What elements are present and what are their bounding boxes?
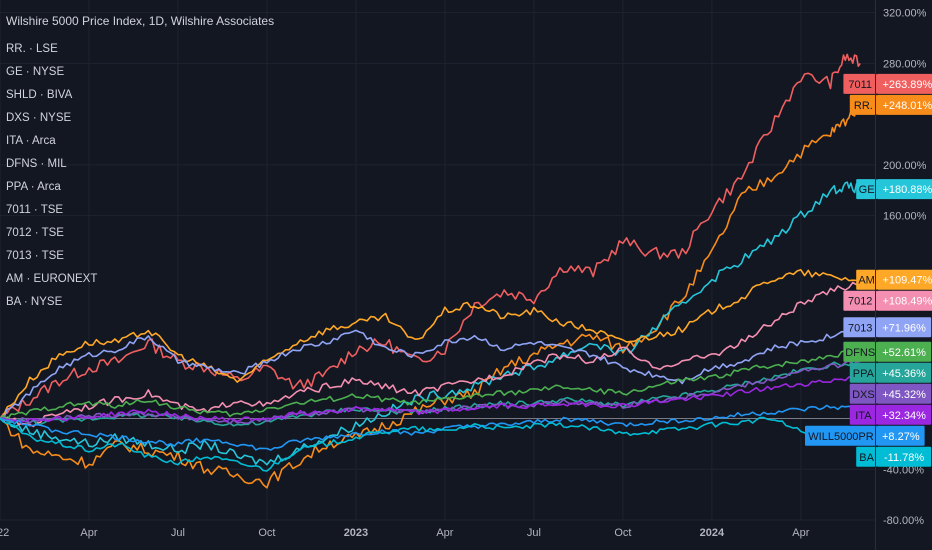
series-name-badge: [849, 362, 877, 383]
y-tick-label: -80.00%: [883, 515, 924, 527]
legend-item[interactable]: 7011 · TSE: [6, 204, 64, 216]
series-name-badge: [805, 425, 877, 446]
series-value-text: +45.36%: [882, 368, 926, 380]
y-tick-label: 200.00%: [883, 160, 927, 172]
series-name-badge: [843, 317, 877, 338]
series-name-badge: [843, 290, 877, 311]
series-value-badge: [877, 94, 932, 115]
x-tick-label: Oct: [614, 527, 631, 539]
x-tick-label: Oct: [258, 527, 275, 539]
x-tick-label: Apr: [80, 527, 97, 539]
series-name-text: 7013: [848, 322, 872, 334]
series-name-badge: [843, 73, 877, 94]
legend-item[interactable]: 7013 · TSE: [6, 250, 64, 262]
series-name-badge: [849, 383, 877, 404]
y-tick-label: 280.00%: [883, 58, 927, 70]
series-name-text: 7012: [848, 296, 872, 308]
series-line-dxs: [0, 360, 861, 425]
legend-item[interactable]: DXS · NYSE: [6, 112, 72, 124]
series-value-badge: [877, 317, 932, 338]
series-value-text: +71.96%: [882, 322, 926, 334]
legend-item[interactable]: ITA · Arca: [6, 135, 56, 147]
series-value-text: +263.89%: [882, 79, 932, 91]
legend-item[interactable]: DFNS · MIL: [6, 158, 67, 170]
legend-item[interactable]: 7012 · TSE: [6, 227, 64, 239]
y-tick-label: 320.00%: [883, 8, 927, 20]
legend-item[interactable]: RR. · LSE: [6, 43, 58, 55]
series-name-badge: [849, 404, 877, 425]
legend-item[interactable]: BA · NYSE: [6, 296, 63, 308]
series-name-text: DXS: [852, 389, 875, 401]
x-tick-label: Jul: [527, 527, 541, 539]
series-name-badge: [856, 446, 877, 467]
price-axis-separator: [875, 0, 876, 550]
series-line-dfns: [0, 348, 861, 421]
series-value-badge: [877, 269, 932, 290]
symbol-legend: RR. · LSE GE · NYSE SHLD · BIVA DXS · NY…: [6, 38, 97, 314]
y-tick-label: 160.00%: [883, 211, 927, 223]
series-name-text: GE: [859, 184, 875, 196]
series-line-am: [0, 269, 861, 420]
series-line-ba: [0, 416, 861, 472]
series-value-text: +109.47%: [882, 275, 932, 287]
series-value-text: +52.61%: [882, 347, 926, 359]
series-value-text: +8.27%: [882, 431, 920, 443]
series-name-text: BA: [859, 452, 874, 464]
series-name-badge: [856, 179, 877, 200]
series-value-badge: [877, 362, 932, 383]
series-line-7012: [0, 280, 861, 428]
legend-item[interactable]: SHLD · BIVA: [6, 89, 73, 101]
legend-item[interactable]: AM · EURONEXT: [6, 273, 98, 285]
series-name-badge: [849, 94, 877, 115]
series-value-badge: [877, 404, 932, 425]
series-value-badge: [877, 73, 932, 94]
series-name-badge: [856, 269, 877, 290]
x-tick-label: Apr: [792, 527, 809, 539]
series-value-text: +32.34%: [882, 410, 926, 422]
series-value-badge: [877, 383, 932, 404]
series-name-text: PPA: [853, 368, 875, 380]
x-tick-label: 022: [0, 527, 9, 539]
series-name-text: WILL5000PR: [808, 431, 873, 443]
series-value-text: -11.78%: [884, 452, 924, 464]
series-line-ita: [0, 376, 861, 423]
series-value-badge: [877, 425, 925, 446]
series-line-7011: [0, 53, 861, 419]
series-line-ge: [0, 181, 861, 466]
series-name-text: AM: [858, 275, 875, 287]
series-line-will5000pr: [0, 404, 861, 451]
x-tick-label: Apr: [436, 527, 453, 539]
series-value-badge: [877, 290, 932, 311]
x-tick-label: Jul: [171, 527, 185, 539]
y-tick-label: -40.00%: [883, 464, 924, 476]
series-name-text: ITA: [855, 410, 872, 422]
legend-item[interactable]: PPA · Arca: [6, 181, 61, 193]
series-value-text: +108.49%: [882, 296, 932, 308]
series-value-badge: [877, 341, 932, 362]
series-value-badge: [877, 446, 932, 467]
series-value-text: +180.88%: [882, 184, 932, 196]
series-value-text: +45.32%: [882, 389, 926, 401]
series-name-text: RR.: [854, 100, 873, 112]
series-value-badge: [877, 179, 932, 200]
series-value-text: +248.01%: [882, 100, 932, 112]
series-name-text: 7011: [848, 79, 872, 91]
series-line-rr: [0, 101, 861, 489]
chart-title: Wilshire 5000 Price Index, 1D, Wilshire …: [6, 14, 275, 28]
series-name-badge: [843, 341, 877, 362]
x-tick-label: 2024: [700, 527, 725, 539]
series-name-text: DFNS: [845, 347, 875, 359]
x-tick-label: 2023: [344, 527, 368, 539]
legend-item[interactable]: GE · NYSE: [6, 66, 65, 78]
series-line-7013: [0, 326, 861, 420]
